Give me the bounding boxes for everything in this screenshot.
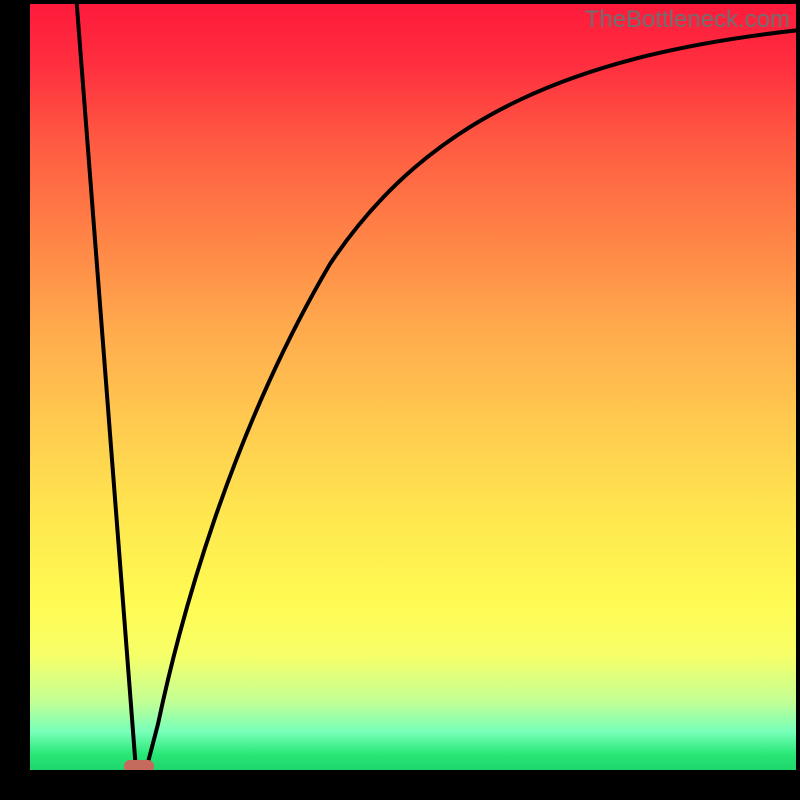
frame-left (0, 0, 30, 800)
curve-right-segment (146, 30, 796, 770)
curve-left-segment (76, 4, 136, 770)
chart-container: TheBottleneck.com (0, 0, 800, 800)
watermark-text: TheBottleneck.com (585, 6, 790, 34)
plot-area (30, 4, 796, 770)
frame-top (0, 0, 800, 4)
minimum-marker (124, 760, 154, 771)
frame-bottom (0, 770, 800, 800)
frame-right (796, 0, 800, 800)
curve-overlay (30, 4, 796, 770)
